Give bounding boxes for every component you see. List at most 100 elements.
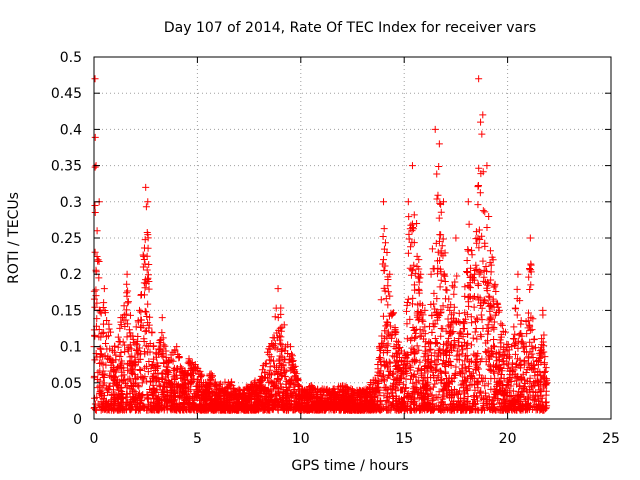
data-point [129,386,137,394]
data-point [155,339,163,347]
data-point [369,379,377,387]
data-point [164,357,172,365]
data-point [265,370,273,378]
data-point [404,249,412,257]
data-point [436,257,444,265]
data-point [450,290,458,298]
data-point [466,405,474,413]
data-point [184,376,192,384]
data-point [406,362,414,370]
data-point [120,302,128,310]
data-point [384,275,392,283]
data-point [220,402,228,410]
data-point [378,332,386,340]
data-point [139,402,147,410]
data-point [275,326,283,334]
data-point [458,343,466,351]
data-point [377,397,385,405]
data-point [438,242,446,250]
data-point [506,392,514,400]
data-point [416,300,424,308]
data-point [487,366,495,374]
data-point [540,342,548,350]
data-point [147,378,155,386]
data-point [494,365,502,373]
data-point [305,394,313,402]
data-point [175,406,183,414]
data-point [388,331,396,339]
y-tick-label: 0.2 [60,267,82,283]
data-point [519,338,527,346]
data-point [312,406,320,414]
data-point [410,211,418,219]
data-point [350,389,358,397]
data-point [169,349,177,357]
data-point [520,376,528,384]
data-point [99,381,107,389]
data-point [380,267,388,275]
data-point [507,400,515,408]
data-point [93,227,101,235]
data-point [476,189,484,197]
data-point [452,363,460,371]
data-point [384,282,392,290]
data-point [142,203,150,211]
data-point [527,268,535,276]
data-point [444,405,452,413]
data-point [490,335,498,343]
data-point [521,380,529,388]
data-point [167,399,175,407]
data-point [285,359,293,367]
y-tick-label: 0.25 [51,231,82,247]
data-point [428,406,436,414]
data-point [162,363,170,371]
data-point [486,293,494,301]
data-point [442,368,450,376]
data-point [116,392,124,400]
data-point [435,140,443,148]
data-point [392,350,400,358]
data-point [476,236,484,244]
data-point [538,398,546,406]
data-point [102,397,110,405]
data-point [139,322,147,330]
data-point [511,330,519,338]
data-point [384,301,392,309]
data-point [410,281,418,289]
data-point [157,345,165,353]
data-point [433,365,441,373]
data-point [523,404,531,412]
data-point [474,183,482,191]
data-point [373,384,381,392]
data-point [543,379,551,387]
data-point [95,274,103,282]
data-point [154,362,162,370]
data-point [492,287,500,295]
data-point [492,406,500,414]
data-point [487,268,495,276]
data-point [190,400,198,408]
data-point [354,388,362,396]
data-point [415,346,423,354]
data-point [413,378,421,386]
data-point [360,400,368,408]
data-point [132,397,140,405]
data-point [474,397,482,405]
data-point [439,252,447,260]
data-point [113,363,121,371]
data-point [473,239,481,247]
data-point [520,384,528,392]
data-point [198,391,206,399]
data-point [427,345,435,353]
data-point [147,364,155,372]
data-point [310,391,318,399]
data-point [261,373,269,381]
data-point [121,380,129,388]
data-point [468,251,476,259]
data-point [141,307,149,315]
data-point [434,356,442,364]
data-point [206,372,214,380]
data-point [100,328,108,336]
data-point [523,348,531,356]
data-point [270,403,278,411]
